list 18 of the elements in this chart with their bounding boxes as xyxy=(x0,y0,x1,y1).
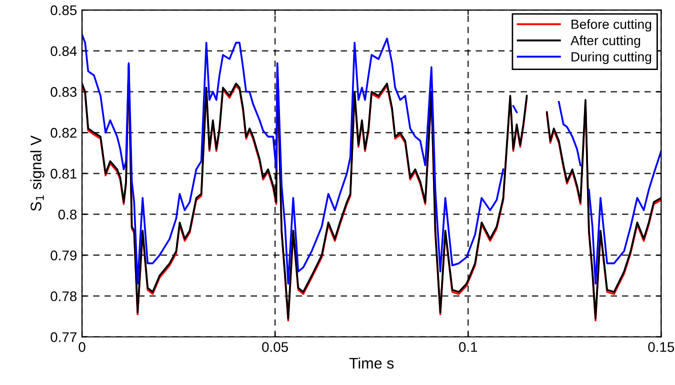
legend-label: After cutting xyxy=(570,36,640,48)
y-tick-label: 0.81 xyxy=(50,168,76,179)
y-tick-label: 0.78 xyxy=(50,291,77,302)
y-axis-title: S$_{1}$ signal V xyxy=(30,135,44,211)
y-tick-label: 0.8 xyxy=(58,210,77,220)
y-tick-label: 0.83 xyxy=(50,87,77,97)
y-tick-label: 0.85 xyxy=(50,5,77,16)
y-tick-label: 0.79 xyxy=(50,250,76,260)
y-tick-label: 0.82 xyxy=(50,128,76,138)
legend-label: Before cutting xyxy=(572,19,652,32)
x-tick-label: 0.05 xyxy=(262,342,288,352)
x-tick-label: 0 xyxy=(78,342,86,352)
x-axis-title: Time s xyxy=(349,357,394,369)
x-tick-label: 0.1 xyxy=(459,342,478,352)
y-tick-label: 0.77 xyxy=(50,332,76,342)
y-tick-label: 0.84 xyxy=(50,46,77,56)
legend-label: During cutting xyxy=(572,52,652,64)
x-tick-label: 0.15 xyxy=(648,342,674,352)
